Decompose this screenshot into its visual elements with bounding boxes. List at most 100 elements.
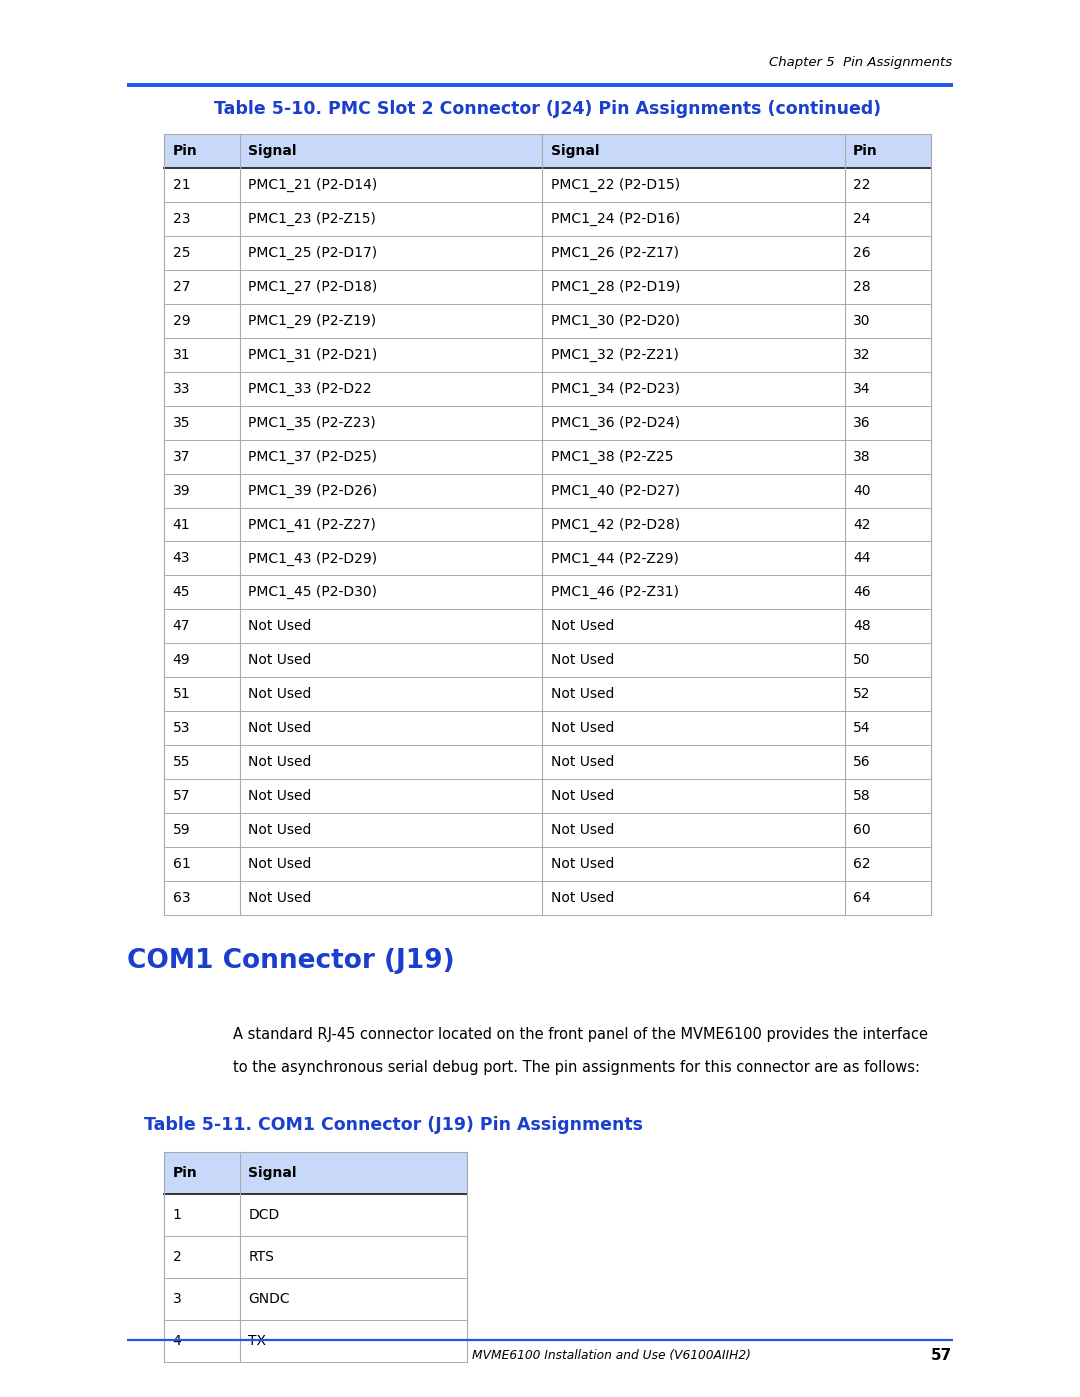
Text: 25: 25 <box>173 246 190 260</box>
Bar <box>164 1320 467 1362</box>
Text: 51: 51 <box>173 687 190 701</box>
Text: 28: 28 <box>853 279 870 293</box>
Text: Not Used: Not Used <box>248 856 312 870</box>
Text: PMC1_43 (P2-D29): PMC1_43 (P2-D29) <box>248 552 378 566</box>
Text: Not Used: Not Used <box>551 619 615 633</box>
Text: Chapter 5  Pin Assignments: Chapter 5 Pin Assignments <box>769 56 953 68</box>
Text: 32: 32 <box>853 348 870 362</box>
Bar <box>164 780 931 813</box>
Text: Not Used: Not Used <box>551 823 615 837</box>
Text: PMC1_26 (P2-Z17): PMC1_26 (P2-Z17) <box>551 246 679 260</box>
Bar <box>164 678 931 711</box>
Bar <box>164 745 931 780</box>
Text: PMC1_44 (P2-Z29): PMC1_44 (P2-Z29) <box>551 552 678 566</box>
Text: 52: 52 <box>853 687 870 701</box>
Text: Not Used: Not Used <box>248 756 312 770</box>
Text: 24: 24 <box>853 212 870 226</box>
Text: Pin: Pin <box>173 144 198 158</box>
Text: PMC1_31 (P2-D21): PMC1_31 (P2-D21) <box>248 348 378 362</box>
Text: 31: 31 <box>173 348 190 362</box>
Text: 57: 57 <box>173 789 190 803</box>
Text: Not Used: Not Used <box>248 654 312 668</box>
Text: COM1 Connector (J19): COM1 Connector (J19) <box>127 949 455 975</box>
Text: 47: 47 <box>173 619 190 633</box>
Bar <box>164 474 931 507</box>
Text: PMC1_23 (P2-Z15): PMC1_23 (P2-Z15) <box>248 212 376 226</box>
Bar <box>164 405 931 440</box>
Text: PMC1_28 (P2-D19): PMC1_28 (P2-D19) <box>551 279 680 293</box>
Text: 27: 27 <box>173 279 190 293</box>
Text: 63: 63 <box>173 891 190 905</box>
Text: 49: 49 <box>173 654 190 668</box>
Text: Signal: Signal <box>248 1166 297 1180</box>
Bar <box>164 1236 467 1278</box>
Text: 34: 34 <box>853 381 870 395</box>
Text: A standard RJ-45 connector located on the front panel of the MVME6100 provides t: A standard RJ-45 connector located on th… <box>233 1027 929 1042</box>
Bar <box>164 609 931 643</box>
Bar <box>164 813 931 847</box>
Text: PMC1_27 (P2-D18): PMC1_27 (P2-D18) <box>248 279 378 293</box>
Text: 39: 39 <box>173 483 190 497</box>
Text: 54: 54 <box>853 721 870 735</box>
Bar <box>164 711 931 745</box>
Text: MVME6100 Installation and Use (V6100AIIH2): MVME6100 Installation and Use (V6100AIIH… <box>472 1348 751 1362</box>
Text: 37: 37 <box>173 450 190 464</box>
Text: 2: 2 <box>173 1250 181 1264</box>
Text: 53: 53 <box>173 721 190 735</box>
Text: Not Used: Not Used <box>248 789 312 803</box>
Bar <box>164 236 931 270</box>
Text: 56: 56 <box>853 756 870 770</box>
Text: Not Used: Not Used <box>248 687 312 701</box>
Text: 45: 45 <box>173 585 190 599</box>
Text: PMC1_37 (P2-D25): PMC1_37 (P2-D25) <box>248 450 377 464</box>
Text: 57: 57 <box>931 1348 953 1362</box>
Text: 36: 36 <box>853 416 870 430</box>
Text: PMC1_38 (P2-Z25: PMC1_38 (P2-Z25 <box>551 450 673 464</box>
Text: 59: 59 <box>173 823 190 837</box>
Text: PMC1_40 (P2-D27): PMC1_40 (P2-D27) <box>551 483 679 497</box>
Text: Not Used: Not Used <box>551 687 615 701</box>
Text: Not Used: Not Used <box>248 721 312 735</box>
Text: 46: 46 <box>853 585 870 599</box>
Text: 35: 35 <box>173 416 190 430</box>
Text: PMC1_34 (P2-D23): PMC1_34 (P2-D23) <box>551 381 679 395</box>
Text: PMC1_36 (P2-D24): PMC1_36 (P2-D24) <box>551 415 680 430</box>
Text: PMC1_42 (P2-D28): PMC1_42 (P2-D28) <box>551 517 680 532</box>
Text: Not Used: Not Used <box>248 823 312 837</box>
Text: Table 5-11. COM1 Connector (J19) Pin Assignments: Table 5-11. COM1 Connector (J19) Pin Ass… <box>144 1116 643 1134</box>
Bar <box>164 203 931 236</box>
Bar <box>164 882 931 915</box>
Text: PMC1_30 (P2-D20): PMC1_30 (P2-D20) <box>551 314 679 328</box>
Text: RTS: RTS <box>248 1250 274 1264</box>
Text: Pin: Pin <box>853 144 878 158</box>
Bar <box>164 372 931 405</box>
Text: Not Used: Not Used <box>551 856 615 870</box>
Text: Not Used: Not Used <box>551 891 615 905</box>
Text: 64: 64 <box>853 891 870 905</box>
Text: GNDC: GNDC <box>248 1292 291 1306</box>
Text: 58: 58 <box>853 789 870 803</box>
Text: 40: 40 <box>853 483 870 497</box>
Text: PMC1_35 (P2-Z23): PMC1_35 (P2-Z23) <box>248 415 376 430</box>
Text: 30: 30 <box>853 314 870 328</box>
Bar <box>164 1194 467 1236</box>
Text: 1: 1 <box>173 1208 181 1222</box>
Text: PMC1_25 (P2-D17): PMC1_25 (P2-D17) <box>248 246 378 260</box>
Text: Signal: Signal <box>248 144 297 158</box>
Text: 3: 3 <box>173 1292 181 1306</box>
Text: PMC1_21 (P2-D14): PMC1_21 (P2-D14) <box>248 177 378 193</box>
Text: PMC1_24 (P2-D16): PMC1_24 (P2-D16) <box>551 212 680 226</box>
Text: 29: 29 <box>173 314 190 328</box>
Text: 26: 26 <box>853 246 870 260</box>
Text: Signal: Signal <box>551 144 599 158</box>
Text: Not Used: Not Used <box>551 789 615 803</box>
Text: 22: 22 <box>853 177 870 191</box>
Text: 38: 38 <box>853 450 870 464</box>
Text: 33: 33 <box>173 381 190 395</box>
Text: 4: 4 <box>173 1334 181 1348</box>
Bar <box>164 1153 467 1194</box>
Text: 41: 41 <box>173 517 190 531</box>
Text: PMC1_41 (P2-Z27): PMC1_41 (P2-Z27) <box>248 517 376 532</box>
Text: 55: 55 <box>173 756 190 770</box>
Text: DCD: DCD <box>248 1208 280 1222</box>
